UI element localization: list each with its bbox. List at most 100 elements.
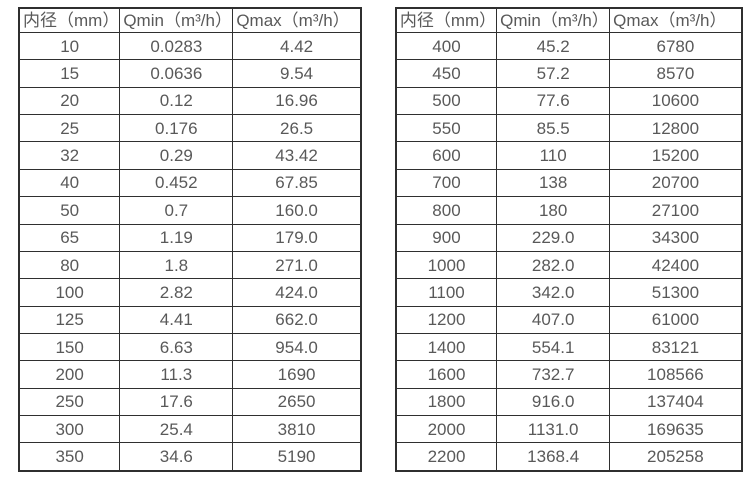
cell-qmax: 179.0 [232, 223, 362, 252]
cell-qmin: 57.2 [496, 59, 611, 88]
cell-diameter: 1000 [395, 250, 498, 280]
table-row: 2000 1131.0 169635 [395, 415, 743, 444]
cell-qmin: 0.12 [119, 86, 234, 116]
cell-qmax: 108566 [609, 360, 743, 389]
cell-qmin: 138 [496, 168, 611, 198]
table-row: 40 0.452 67.85 [18, 168, 362, 198]
cell-qmin: 4.41 [119, 305, 234, 334]
table-row: 20 0.12 16.96 [18, 86, 362, 116]
cell-qmin: 17.6 [119, 387, 234, 417]
cell-diameter: 200 [18, 360, 121, 389]
cell-qmax: 42400 [609, 250, 743, 280]
cell-qmax: 83121 [609, 332, 743, 362]
column-header-qmax: Qmax（m³/h） [232, 7, 362, 33]
cell-diameter: 10 [18, 31, 121, 61]
cell-diameter: 600 [395, 141, 498, 170]
cell-diameter: 1800 [395, 387, 498, 417]
table-row: 550 85.5 12800 [395, 114, 743, 143]
cell-qmin: 732.7 [496, 360, 611, 389]
cell-qmin: 407.0 [496, 305, 611, 334]
table-row: 200 11.3 1690 [18, 360, 362, 389]
cell-qmax: 2650 [232, 387, 362, 417]
table-row: 500 77.6 10600 [395, 86, 743, 116]
cell-qmax: 5190 [232, 442, 362, 472]
cell-qmin: 77.6 [496, 86, 611, 116]
table-row: 1200 407.0 61000 [395, 305, 743, 334]
cell-qmin: 1.19 [119, 223, 234, 252]
cell-qmin: 34.6 [119, 442, 234, 472]
table-row: 1600 732.7 108566 [395, 360, 743, 389]
cell-qmax: 16.96 [232, 86, 362, 116]
cell-diameter: 1400 [395, 332, 498, 362]
cell-qmax: 9.54 [232, 59, 362, 88]
cell-diameter: 700 [395, 168, 498, 198]
cell-qmax: 160.0 [232, 196, 362, 225]
table-row: 2200 1368.4 205258 [395, 442, 743, 472]
cell-diameter: 400 [395, 31, 498, 61]
cell-qmax: 205258 [609, 442, 743, 472]
cell-diameter: 32 [18, 141, 121, 170]
cell-diameter: 25 [18, 114, 121, 143]
cell-qmin: 1368.4 [496, 442, 611, 472]
table-row: 250 17.6 2650 [18, 387, 362, 417]
header-row: 内径（mm） Qmin（m³/h） Qmax（m³/h） [395, 7, 743, 33]
cell-qmin: 1.8 [119, 250, 234, 280]
table-row: 10 0.0283 4.42 [18, 31, 362, 61]
cell-diameter: 300 [18, 415, 121, 444]
cell-qmax: 20700 [609, 168, 743, 198]
cell-diameter: 1200 [395, 305, 498, 334]
cell-qmin: 45.2 [496, 31, 611, 61]
cell-qmin: 554.1 [496, 332, 611, 362]
cell-qmin: 85.5 [496, 114, 611, 143]
cell-diameter: 1600 [395, 360, 498, 389]
column-header-qmin: Qmin（m³/h） [119, 7, 234, 33]
cell-qmax: 27100 [609, 196, 743, 225]
cell-qmax: 67.85 [232, 168, 362, 198]
cell-qmin: 2.82 [119, 278, 234, 307]
table-row: 700 138 20700 [395, 168, 743, 198]
cell-diameter: 2200 [395, 442, 498, 472]
cell-qmin: 110 [496, 141, 611, 170]
table-row: 450 57.2 8570 [395, 59, 743, 88]
cell-qmin: 0.452 [119, 168, 234, 198]
cell-diameter: 500 [395, 86, 498, 116]
header-row: 内径（mm） Qmin（m³/h） Qmax（m³/h） [18, 7, 362, 33]
cell-qmax: 4.42 [232, 31, 362, 61]
cell-qmax: 8570 [609, 59, 743, 88]
cell-qmax: 6780 [609, 31, 743, 61]
cell-diameter: 350 [18, 442, 121, 472]
cell-qmin: 916.0 [496, 387, 611, 417]
cell-qmax: 169635 [609, 415, 743, 444]
cell-qmin: 342.0 [496, 278, 611, 307]
cell-qmax: 954.0 [232, 332, 362, 362]
cell-qmin: 1131.0 [496, 415, 611, 444]
cell-diameter: 1100 [395, 278, 498, 307]
cell-qmax: 43.42 [232, 141, 362, 170]
cell-qmax: 137404 [609, 387, 743, 417]
table-row: 1000 282.0 42400 [395, 250, 743, 280]
cell-diameter: 65 [18, 223, 121, 252]
table-row: 32 0.29 43.42 [18, 141, 362, 170]
cell-qmin: 0.7 [119, 196, 234, 225]
cell-diameter: 800 [395, 196, 498, 225]
cell-diameter: 450 [395, 59, 498, 88]
cell-diameter: 40 [18, 168, 121, 198]
cell-diameter: 80 [18, 250, 121, 280]
cell-diameter: 900 [395, 223, 498, 252]
cell-qmin: 229.0 [496, 223, 611, 252]
cell-qmax: 34300 [609, 223, 743, 252]
cell-diameter: 100 [18, 278, 121, 307]
column-header-diameter: 内径（mm） [18, 7, 121, 33]
flow-table-small-diameters: 内径（mm） Qmin（m³/h） Qmax（m³/h） 10 0.0283 4.42 15… [18, 7, 362, 472]
cell-qmax: 271.0 [232, 250, 362, 280]
cell-qmin: 282.0 [496, 250, 611, 280]
cell-qmax: 10600 [609, 86, 743, 116]
cell-qmin: 11.3 [119, 360, 234, 389]
cell-diameter: 15 [18, 59, 121, 88]
cell-diameter: 50 [18, 196, 121, 225]
cell-qmax: 662.0 [232, 305, 362, 334]
cell-qmax: 26.5 [232, 114, 362, 143]
cell-qmax: 15200 [609, 141, 743, 170]
cell-qmax: 12800 [609, 114, 743, 143]
cell-diameter: 150 [18, 332, 121, 362]
